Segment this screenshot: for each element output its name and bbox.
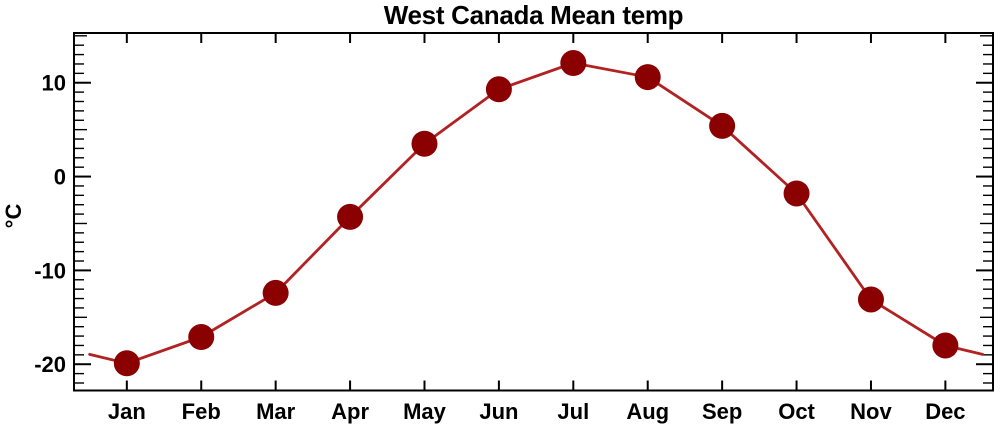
data-point-may xyxy=(411,130,438,157)
x-tick-label: Apr xyxy=(331,399,369,424)
x-tick-label: Sep xyxy=(702,399,742,424)
chart-title: West Canada Mean temp xyxy=(383,0,684,30)
data-point-jan xyxy=(113,350,140,377)
y-tick-label: 10 xyxy=(42,71,66,96)
data-point-feb xyxy=(188,324,215,351)
y-tick-label: 0 xyxy=(54,165,66,190)
x-tick-label: Nov xyxy=(850,399,892,424)
y-tick-label: -10 xyxy=(34,258,66,283)
x-tick-label: May xyxy=(403,399,447,424)
data-point-aug xyxy=(634,64,661,91)
data-point-apr xyxy=(337,203,364,230)
plot-frame xyxy=(73,32,994,392)
data-point-jul xyxy=(560,50,587,77)
temperature-line xyxy=(88,61,984,365)
y-tick-label: -20 xyxy=(34,352,66,377)
data-point-sep xyxy=(709,112,736,139)
x-tick-label: Feb xyxy=(182,399,221,424)
x-tick-label: Jun xyxy=(479,399,518,424)
data-point-dec xyxy=(932,332,959,359)
x-tick-label: Oct xyxy=(778,399,815,424)
x-tick-label: Mar xyxy=(256,399,296,424)
data-point-oct xyxy=(783,180,810,207)
data-point-mar xyxy=(262,279,289,306)
x-tick-label: Aug xyxy=(626,399,669,424)
data-point-jun xyxy=(485,76,512,103)
data-point-nov xyxy=(857,286,884,313)
x-tick-label: Jul xyxy=(557,399,589,424)
x-tick-label: Dec xyxy=(925,399,965,424)
x-tick-label: Jan xyxy=(108,399,146,424)
